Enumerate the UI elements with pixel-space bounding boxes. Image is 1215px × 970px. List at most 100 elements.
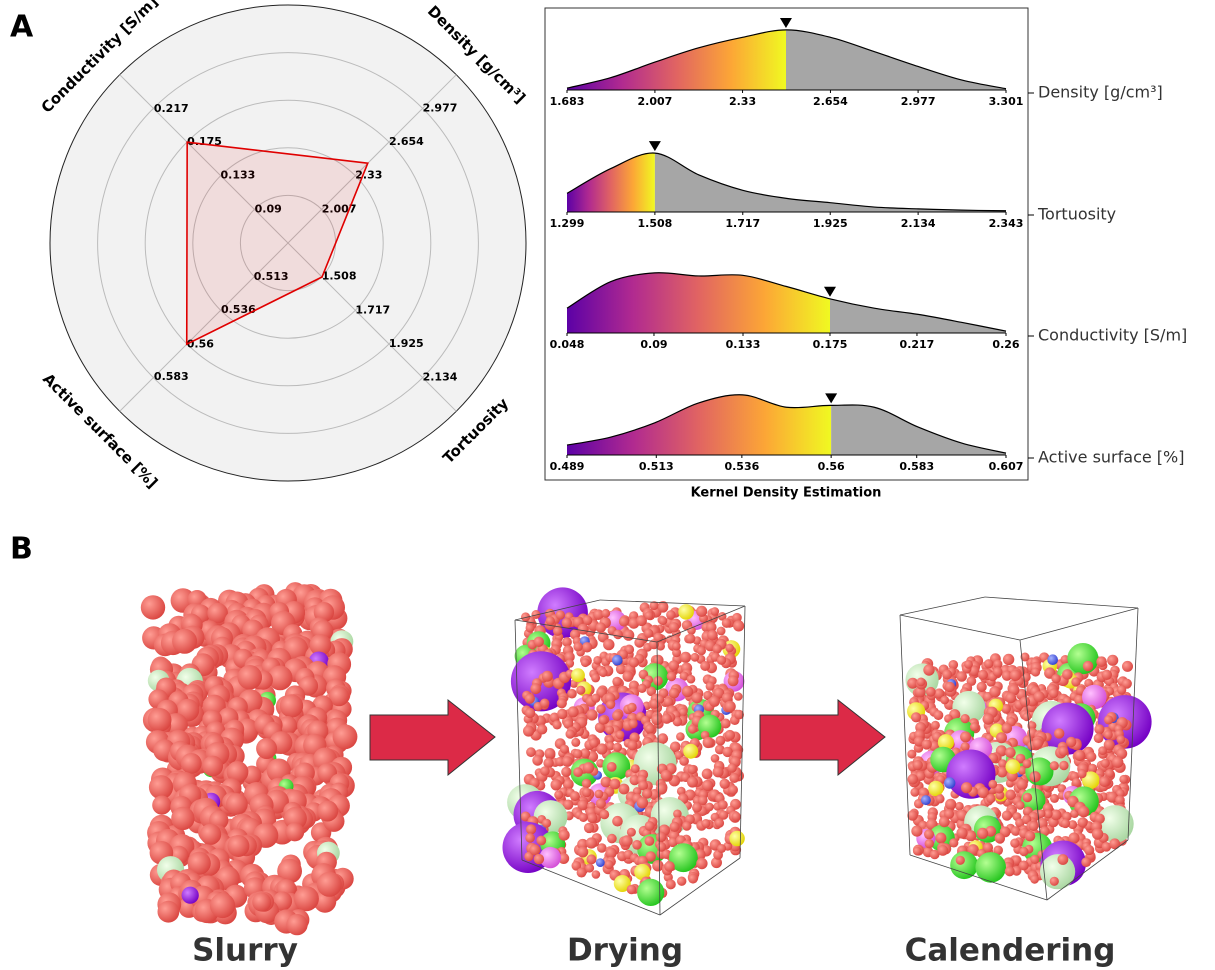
particle <box>638 780 649 791</box>
particle <box>960 742 970 751</box>
particle <box>673 809 682 819</box>
x-tick-label: 0.133 <box>726 338 761 351</box>
particle <box>578 813 588 822</box>
particle <box>964 660 973 669</box>
particle <box>1049 876 1059 886</box>
particle <box>530 683 542 695</box>
particle <box>712 644 722 654</box>
particle <box>929 849 940 860</box>
particle <box>1049 761 1059 771</box>
particle <box>722 746 733 758</box>
particle <box>701 768 713 780</box>
particle <box>576 685 586 695</box>
particle <box>678 707 688 717</box>
particle <box>1094 724 1105 735</box>
particle <box>567 706 579 718</box>
particle <box>651 714 663 726</box>
particle <box>661 713 672 724</box>
particle <box>993 659 1003 669</box>
particle <box>561 766 572 778</box>
particle <box>960 731 972 743</box>
particle <box>996 766 1008 778</box>
ring <box>192 147 384 339</box>
particle <box>1051 674 1061 684</box>
particle <box>988 779 998 789</box>
particle <box>573 642 583 652</box>
particle <box>1057 854 1069 865</box>
particle <box>1116 735 1126 744</box>
box-edge <box>1019 639 1048 901</box>
spoke <box>119 242 289 412</box>
particle-scene <box>502 587 746 916</box>
particle <box>920 795 931 806</box>
particle <box>672 641 681 651</box>
particle <box>537 724 548 735</box>
particle <box>540 766 550 776</box>
panel-name: Density [g/cm³] <box>1038 83 1163 102</box>
particle <box>1087 763 1098 774</box>
particle <box>911 825 923 837</box>
particle <box>1077 805 1090 818</box>
particle <box>1043 809 1053 819</box>
x-tick-label: 0.513 <box>639 460 674 473</box>
particle <box>734 692 743 701</box>
particle <box>913 846 922 856</box>
particle <box>181 886 199 904</box>
particle <box>652 860 664 872</box>
particle <box>1050 809 1062 821</box>
particle <box>637 878 665 907</box>
particle <box>707 630 718 641</box>
particle <box>1086 751 1097 762</box>
x-tick-label: 1.299 <box>550 217 585 230</box>
particle <box>558 853 570 864</box>
stage-label: Drying <box>567 933 683 969</box>
x-tick-label: 2.007 <box>638 95 673 108</box>
particle <box>702 736 714 749</box>
particle <box>644 836 655 846</box>
particle <box>1001 810 1013 821</box>
particle <box>612 710 623 721</box>
particle <box>1028 821 1039 832</box>
particle <box>653 676 663 686</box>
particle <box>967 844 979 856</box>
particle <box>937 734 955 751</box>
particle <box>1122 660 1133 672</box>
particle <box>961 782 973 794</box>
particle <box>1005 789 1016 801</box>
particle <box>733 620 745 632</box>
radar-area <box>185 141 369 346</box>
particle <box>561 756 573 767</box>
particle <box>1001 670 1013 681</box>
particle <box>582 615 593 626</box>
particle <box>601 608 611 618</box>
particle <box>539 846 561 869</box>
particle <box>1104 715 1114 725</box>
particle <box>921 739 932 750</box>
particle <box>628 657 640 668</box>
particle <box>555 610 565 620</box>
particle <box>526 824 537 835</box>
particle <box>916 677 926 687</box>
particle <box>977 786 989 799</box>
x-tick-label: 2.343 <box>989 217 1024 230</box>
particle <box>557 708 568 720</box>
x-tick-label: 3.301 <box>989 95 1024 108</box>
particle <box>1100 758 1110 768</box>
particle <box>589 738 599 748</box>
particle <box>606 762 617 772</box>
particle <box>727 675 739 687</box>
particle <box>1019 847 1029 857</box>
particle <box>1105 768 1115 778</box>
particle <box>724 729 736 741</box>
radar-tick-label: 0.09 <box>255 203 282 216</box>
particle <box>577 846 589 858</box>
particle <box>1099 776 1110 787</box>
particle <box>577 623 589 635</box>
particle <box>907 677 919 689</box>
particle <box>605 735 615 745</box>
particle <box>657 733 669 744</box>
particle <box>996 732 1007 744</box>
particle <box>690 652 700 662</box>
particle <box>655 695 665 704</box>
